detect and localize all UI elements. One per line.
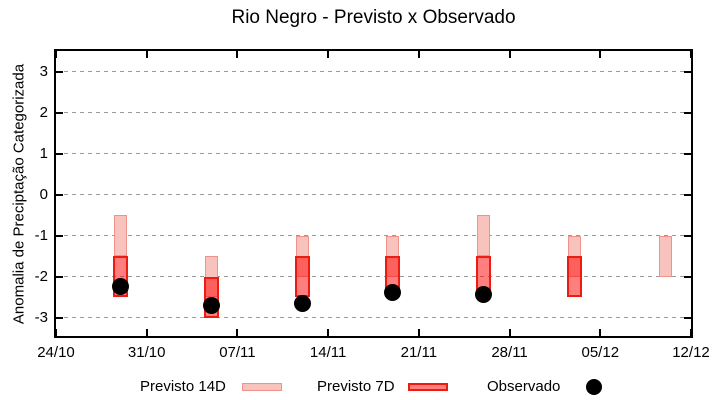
x-tick-bottom bbox=[236, 329, 239, 336]
x-tick-label: 05/12 bbox=[581, 344, 620, 361]
x-tick-label: 21/11 bbox=[400, 344, 438, 361]
x-tick-top bbox=[327, 51, 330, 58]
y-tick-left bbox=[56, 275, 63, 278]
x-tick-top bbox=[55, 51, 57, 58]
forecast-14d-box bbox=[658, 235, 672, 277]
legend-label-previsto-14d: Previsto 14D bbox=[140, 378, 226, 395]
x-tick-top bbox=[417, 51, 420, 58]
x-tick-bottom bbox=[417, 329, 420, 336]
y-gridline bbox=[56, 153, 691, 155]
y-tick-left bbox=[56, 316, 63, 319]
y-tick-label: -3 bbox=[34, 308, 48, 326]
observed-dot bbox=[293, 294, 311, 312]
x-tick-label: 31/10 bbox=[127, 344, 166, 361]
y-tick-left bbox=[56, 111, 63, 114]
x-tick-label: 07/11 bbox=[219, 344, 256, 361]
y-tick-left bbox=[56, 234, 63, 237]
x-tick-top bbox=[690, 51, 692, 58]
x-tick-label: 24/10 bbox=[37, 344, 75, 361]
forecast-14d-box bbox=[477, 215, 491, 257]
forecast-7d-box bbox=[566, 256, 582, 298]
y-gridline bbox=[56, 71, 691, 72]
x-tick-bottom bbox=[145, 329, 148, 336]
y-tick-left bbox=[56, 152, 63, 155]
forecast-7d-box bbox=[294, 256, 310, 298]
y-tick-label: 2 bbox=[39, 103, 48, 121]
legend-swatch-previsto-7d bbox=[408, 383, 448, 391]
x-tick-label: 14/11 bbox=[309, 344, 347, 361]
y-gridline bbox=[56, 276, 691, 278]
y-tick-right bbox=[684, 111, 691, 114]
y-tick-right bbox=[684, 275, 691, 278]
y-tick-label: 3 bbox=[39, 62, 48, 80]
y-gridline bbox=[56, 235, 691, 237]
y-gridline bbox=[56, 112, 691, 113]
observed-dot bbox=[112, 278, 130, 296]
x-tick-bottom bbox=[599, 329, 602, 336]
legend-marker-observado-dot bbox=[586, 379, 602, 395]
y-tick-right bbox=[684, 234, 691, 237]
observed-dot bbox=[203, 296, 220, 314]
chart-title: Rio Negro - Previsto x Observado bbox=[231, 7, 516, 28]
y-tick-label: 0 bbox=[39, 185, 48, 203]
forecast-14d-box bbox=[114, 215, 128, 257]
y-tick-right bbox=[684, 152, 691, 155]
y-gridline bbox=[56, 194, 691, 196]
y-tick-label: 1 bbox=[39, 144, 48, 162]
x-tick-bottom bbox=[55, 329, 57, 336]
x-tick-label: 28/11 bbox=[491, 344, 528, 361]
y-tick-left bbox=[56, 193, 63, 196]
x-tick-label: 12/12 bbox=[672, 344, 710, 361]
x-tick-bottom bbox=[508, 329, 511, 336]
y-tick-right bbox=[684, 193, 691, 196]
y-tick-right bbox=[684, 316, 691, 319]
y-tick-label: -1 bbox=[34, 226, 48, 244]
y-tick-left bbox=[56, 70, 63, 73]
x-tick-bottom bbox=[327, 329, 330, 336]
x-tick-bottom bbox=[690, 329, 692, 336]
x-tick-top bbox=[145, 51, 148, 58]
observed-dot bbox=[475, 286, 493, 304]
y-tick-label: -2 bbox=[34, 267, 48, 285]
y-gridline bbox=[56, 317, 691, 319]
x-tick-top bbox=[508, 51, 511, 58]
x-tick-top bbox=[599, 51, 602, 58]
x-tick-top bbox=[236, 51, 239, 58]
observed-dot bbox=[384, 284, 402, 302]
plot-area: 3 2 1 0 -1 -2 -3 24/10 31/10 07/11 14/11 21/11 28/11… bbox=[35, 49, 710, 361]
legend-label-previsto-7d: Previsto 7D bbox=[317, 378, 395, 395]
legend-label-observado: Observado bbox=[487, 378, 561, 395]
y-tick-right bbox=[684, 70, 691, 73]
legend-swatch-previsto-14d bbox=[242, 383, 282, 391]
